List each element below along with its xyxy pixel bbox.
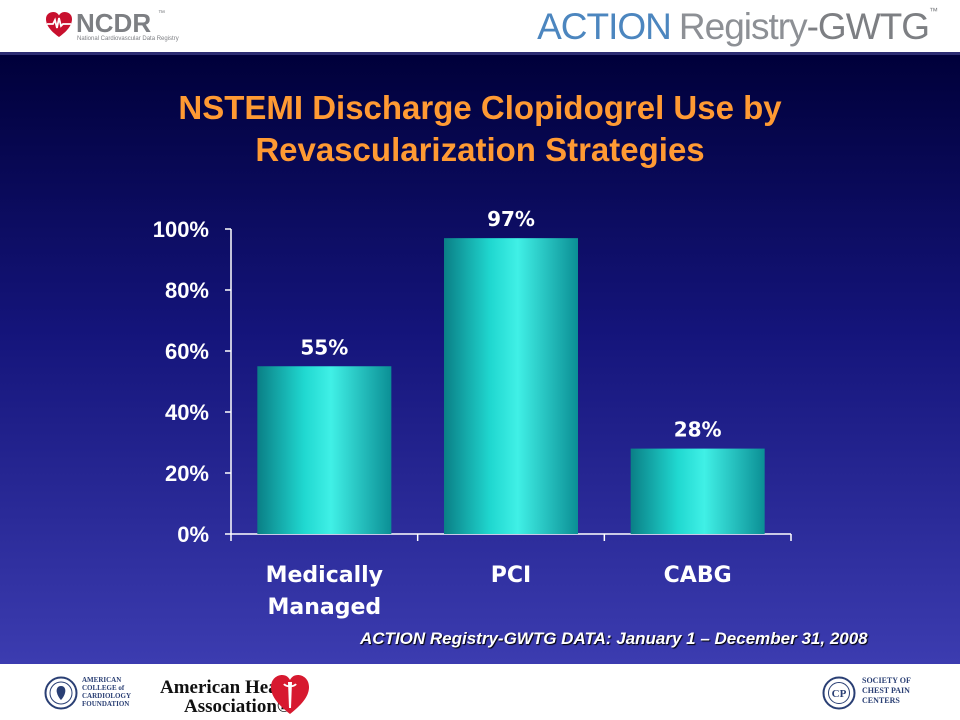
scpc-text-line: CENTERS xyxy=(862,696,900,705)
bar xyxy=(257,366,392,534)
ncdr-heart-icon xyxy=(46,12,72,37)
x-category-label: Medically xyxy=(266,563,383,588)
y-tick-label: 0% xyxy=(177,522,209,547)
x-category-label: PCI xyxy=(491,563,531,588)
footer-bar: AMERICAN COLLEGE of CARDIOLOGY FOUNDATIO… xyxy=(0,664,960,720)
aha-text-line1: American Heart xyxy=(160,677,293,698)
logo-registry-word: Registry xyxy=(678,6,808,47)
action-registry-logo: ACTION Registry-GWTG™ xyxy=(537,6,938,47)
logo-trademark: ™ xyxy=(929,6,938,16)
aha-text-line2: Association® xyxy=(184,696,292,717)
y-tick-label: 80% xyxy=(165,278,209,303)
acc-text-line: AMERICAN xyxy=(82,676,122,684)
chart-title: NSTEMI Discharge Clopidogrel Use by Reva… xyxy=(178,89,782,168)
acc-seal-icon xyxy=(44,676,78,710)
acc-text-line: FOUNDATION xyxy=(82,700,130,708)
aha-logo-text: American Heart Association® xyxy=(160,678,292,716)
y-tick-label: 40% xyxy=(165,400,209,425)
scpc-text-line: SOCIETY OF xyxy=(862,676,911,685)
bar-data-label: 28% xyxy=(674,418,722,442)
ncdr-subtitle: National Cardiovascular Data Registry xyxy=(77,36,179,42)
aha-heart-torch-icon xyxy=(271,675,309,714)
svg-text:CP: CP xyxy=(832,688,847,700)
y-tick-label: 100% xyxy=(153,217,209,242)
acc-text-line: COLLEGE of xyxy=(82,684,125,692)
scpc-text-line: CHEST PAIN xyxy=(862,686,910,695)
header-bar: NCDR ™ National Cardiovascular Data Regi… xyxy=(0,0,960,52)
ncdr-name: NCDR xyxy=(76,8,152,38)
bar-data-label: 97% xyxy=(487,207,535,231)
acc-text-line: CARDIOLOGY xyxy=(82,692,132,700)
bar xyxy=(630,448,765,534)
acc-foundation-logo-text: AMERICAN COLLEGE of CARDIOLOGY FOUNDATIO… xyxy=(82,676,131,708)
ncdr-logo: NCDR ™ National Cardiovascular Data Regi… xyxy=(40,6,179,46)
logo-gwtg-word: -GWTG xyxy=(806,6,930,47)
logo-action-word: ACTION xyxy=(537,6,672,47)
y-tick-label: 20% xyxy=(165,461,209,486)
scpc-seal-icon: CP xyxy=(822,676,856,710)
y-tick-label: 60% xyxy=(165,339,209,364)
x-category-label: CABG xyxy=(664,563,732,588)
bar-data-label: 55% xyxy=(300,335,348,359)
scpc-logo-text: SOCIETY OF CHEST PAIN CENTERS xyxy=(862,676,911,706)
data-source-footnote: ACTION Registry-GWTG DATA: January 1 – D… xyxy=(360,629,868,648)
bar xyxy=(444,238,578,534)
header-divider xyxy=(0,52,960,55)
ncdr-trademark: ™ xyxy=(158,10,165,17)
x-category-label: Managed xyxy=(267,595,381,620)
